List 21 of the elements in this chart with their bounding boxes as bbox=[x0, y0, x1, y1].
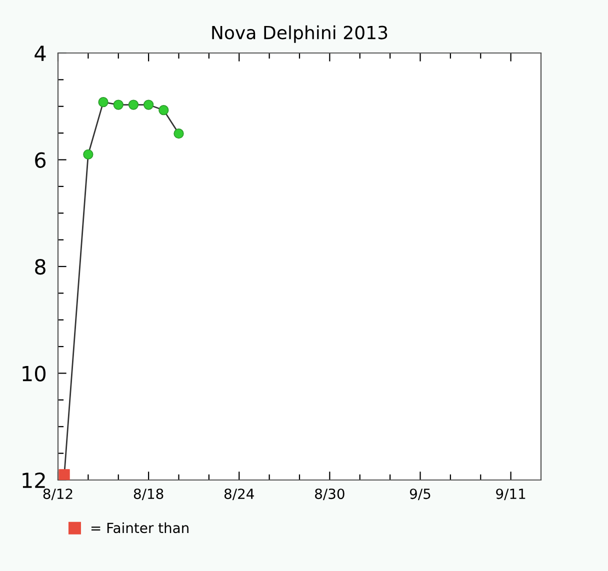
point bbox=[58, 469, 70, 480]
y-tick-label: 12 bbox=[22, 472, 45, 488]
point bbox=[128, 100, 139, 110]
point bbox=[143, 100, 154, 110]
y-tick-label: 10 bbox=[22, 366, 46, 382]
chart-title: Nova Delphini 2013 bbox=[212, 25, 388, 43]
y-tick-label: 4 bbox=[34, 46, 46, 61]
point bbox=[158, 105, 169, 116]
point bbox=[113, 100, 124, 110]
x-tick-label: 9/5 bbox=[410, 488, 430, 500]
x-tick-label: 8/12 bbox=[43, 488, 72, 500]
x-tick-label: 8/30 bbox=[315, 488, 344, 500]
point bbox=[98, 97, 108, 108]
x-tick-label: 9/11 bbox=[496, 488, 526, 500]
point bbox=[83, 149, 94, 160]
legend-label: = Fainter than bbox=[91, 522, 188, 534]
point bbox=[174, 128, 184, 139]
y-tick-label: 6 bbox=[35, 152, 46, 168]
x-tick-label: 8/24 bbox=[224, 488, 254, 500]
x-tick-label: 8/18 bbox=[134, 488, 164, 500]
y-tick-label: 8 bbox=[35, 258, 46, 275]
